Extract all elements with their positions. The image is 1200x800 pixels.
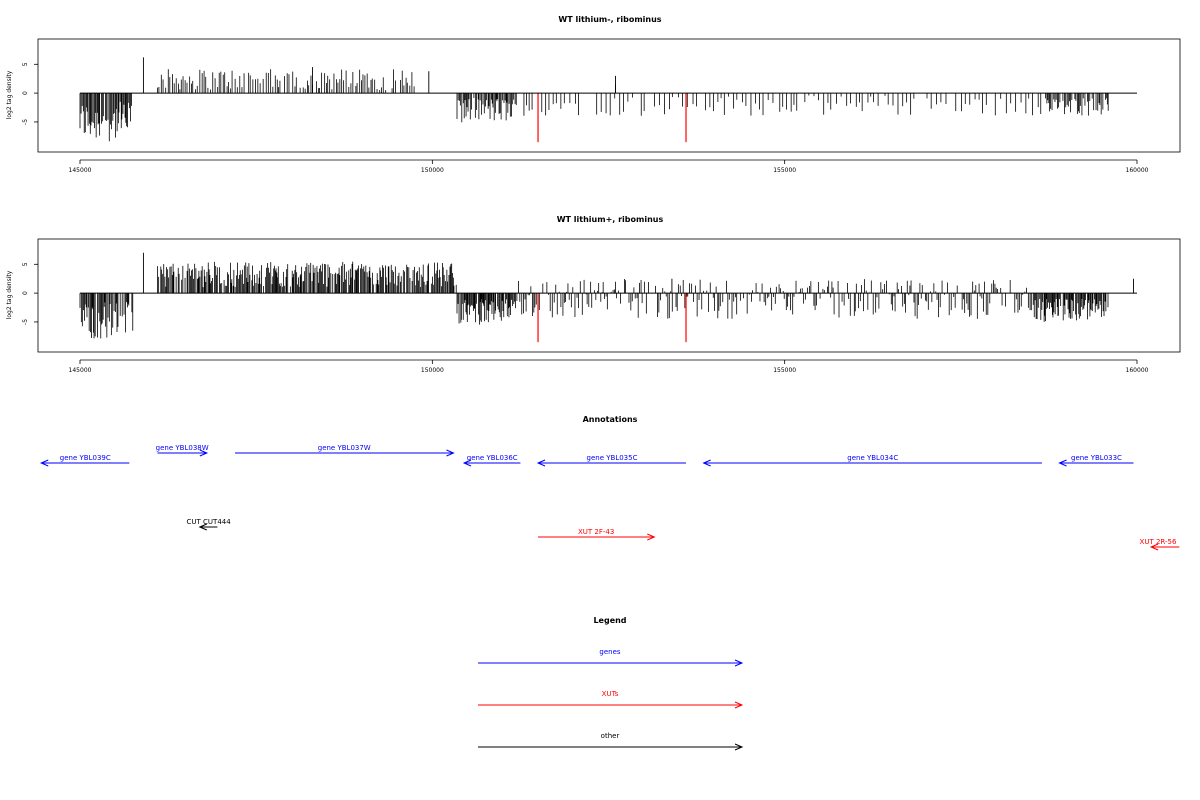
plot-frame [37, 38, 1181, 153]
feature-arrowhead [1058, 459, 1067, 467]
legend-panel: Legend genes XUTs other [478, 616, 744, 751]
x-tick-label: 155000 [773, 167, 796, 174]
legend-label: XUTs [602, 690, 619, 698]
feature-arrowhead [199, 449, 209, 457]
legend-arrowhead [734, 659, 744, 667]
feature-gene-ybl033c: gene YBL033C [1058, 454, 1134, 467]
y-tick-label: 5 [22, 262, 29, 266]
legend-title: Legend [593, 616, 626, 625]
x-tick-label: 160000 [1126, 367, 1149, 374]
feature-arrowhead [39, 459, 49, 467]
feature-gene-ybl038w: gene YBL038W [156, 444, 209, 457]
annotations-title: Annotations [583, 415, 638, 424]
feature-arrowhead [536, 459, 546, 467]
data-bars [79, 57, 1137, 143]
feature-gene-ybl037w: gene YBL037W [235, 444, 455, 457]
feature-xut-2f-43: XUT 2F-43 [538, 528, 656, 541]
feature-gene-ybl039c: gene YBL039C [39, 454, 130, 467]
legend-arrowhead [734, 743, 744, 751]
track-panel-lithium-plus: WT lithium+, ribominus log2 tag density … [6, 215, 1181, 374]
feature-label: gene YBL037W [318, 444, 371, 452]
panel-title: WT lithium+, ribominus [557, 215, 664, 224]
legend-label: genes [599, 648, 620, 656]
feature-label: CUT CUT444 [187, 518, 232, 526]
axes: 5 0 -5 145000 150000 155000 160000 [22, 262, 1149, 374]
feature-arrowhead [198, 523, 207, 531]
y-axis-label: log2 tag density [6, 270, 13, 319]
feature-arrowhead [462, 459, 472, 467]
data-bars [79, 252, 1137, 343]
y-tick-label: -5 [22, 319, 29, 325]
feature-gene-ybl035c: gene YBL035C [536, 454, 687, 467]
track-panel-lithium-minus: WT lithium-, ribominus log2 tag density … [6, 15, 1181, 174]
feature-label: XUT 2R-56 [1140, 538, 1177, 546]
feature-label: gene YBL035C [587, 454, 638, 462]
panel-title: WT lithium-, ribominus [558, 15, 661, 24]
axes: 5 0 -5 145000 150000 155000 160000 [22, 62, 1149, 174]
feature-arrowhead [647, 533, 656, 541]
x-tick-label: 155000 [773, 367, 796, 374]
legend-item-genes: genes [478, 648, 744, 667]
y-tick-label: 5 [22, 62, 29, 66]
feature-label: XUT 2F-43 [578, 528, 614, 536]
y-axis-label: log2 tag density [6, 70, 13, 119]
plot-frame [37, 238, 1181, 353]
feature-cut-cut444: CUT CUT444 [187, 518, 232, 531]
feature-arrowhead [1149, 543, 1159, 551]
x-tick-label: 145000 [69, 167, 92, 174]
feature-gene-ybl034c: gene YBL034C [702, 454, 1042, 467]
legend-label: other [601, 732, 620, 740]
feature-xut-2r-56: XUT 2R-56 [1140, 538, 1180, 551]
feature-label: gene YBL038W [156, 444, 209, 452]
feature-label: gene YBL033C [1071, 454, 1122, 462]
y-tick-label: -5 [22, 119, 29, 125]
feature-arrowhead [702, 459, 711, 467]
y-tick-label: 0 [22, 291, 29, 295]
legend-item-other: other [478, 732, 744, 751]
x-tick-label: 160000 [1126, 167, 1149, 174]
legend-arrowhead [734, 701, 744, 709]
feature-label: gene YBL039C [60, 454, 111, 462]
y-tick-label: 0 [22, 91, 29, 95]
feature-gene-ybl036c: gene YBL036C [462, 454, 521, 467]
legend-items: genes XUTs other [478, 648, 744, 751]
annotation-features: gene YBL039C gene YBL038W gene YBL037W gene… [39, 444, 1180, 551]
x-tick-label: 150000 [421, 167, 444, 174]
feature-label: gene YBL034C [847, 454, 898, 462]
x-tick-label: 145000 [69, 367, 92, 374]
x-tick-label: 150000 [421, 367, 444, 374]
feature-arrowhead [446, 449, 455, 457]
feature-label: gene YBL036C [467, 454, 518, 462]
legend-item-xuts: XUTs [478, 690, 744, 709]
